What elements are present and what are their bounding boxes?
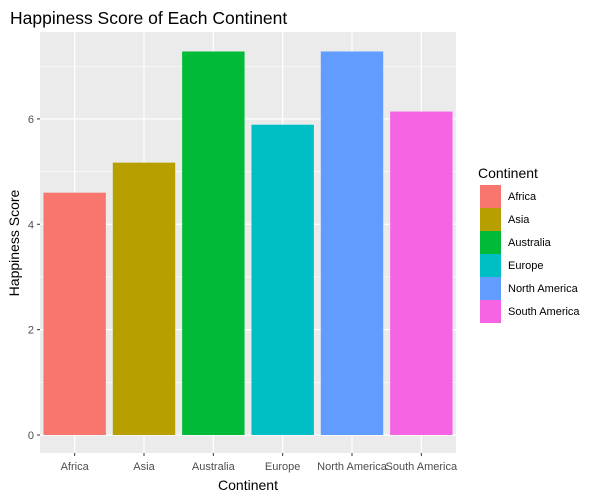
- bar-europe: [251, 124, 314, 435]
- x-tick-label: Australia: [192, 461, 236, 473]
- plot-panel: [40, 32, 456, 453]
- legend-key: [480, 277, 501, 300]
- bar-south-america: [390, 111, 453, 436]
- bars: [43, 51, 453, 436]
- bar-africa: [43, 192, 106, 435]
- y-axis-ticks: 0 2 4 6: [28, 114, 40, 442]
- y-tick-label: 4: [28, 219, 34, 231]
- bar-north-america: [320, 51, 384, 435]
- legend-key: [480, 231, 501, 254]
- legend-key: [480, 208, 501, 231]
- legend-label: Europe: [508, 260, 543, 272]
- bar-australia: [182, 51, 245, 435]
- legend: Continent Africa Asia Australia Europe North…: [478, 165, 580, 323]
- y-tick-label: 2: [28, 325, 34, 337]
- y-tick-label: 6: [28, 114, 34, 126]
- legend-label: Asia: [508, 214, 530, 226]
- bar-asia: [112, 162, 176, 435]
- legend-label: North America: [508, 283, 579, 295]
- x-axis-title: Continent: [218, 477, 278, 493]
- legend-key: [480, 300, 501, 323]
- y-axis-title: Happiness Score: [6, 189, 22, 296]
- legend-items: Africa Asia Australia Europe North America So…: [480, 185, 580, 323]
- x-tick-label: North America: [317, 461, 388, 473]
- legend-title: Continent: [478, 165, 538, 181]
- x-tick-label: Africa: [61, 461, 90, 473]
- legend-key: [480, 185, 501, 208]
- x-tick-label: Europe: [265, 461, 300, 473]
- x-axis-ticks: Africa Asia Australia Europe North AmericaSo…: [61, 453, 458, 473]
- chart-title: Happiness Score of Each Continent: [10, 8, 287, 28]
- legend-key: [480, 254, 501, 277]
- x-tick-label: South America: [386, 461, 458, 473]
- legend-label: Australia: [508, 237, 552, 249]
- legend-label: South America: [508, 306, 580, 318]
- legend-label: Africa: [508, 191, 537, 203]
- y-tick-label: 0: [28, 430, 34, 442]
- x-tick-label: Asia: [133, 461, 155, 473]
